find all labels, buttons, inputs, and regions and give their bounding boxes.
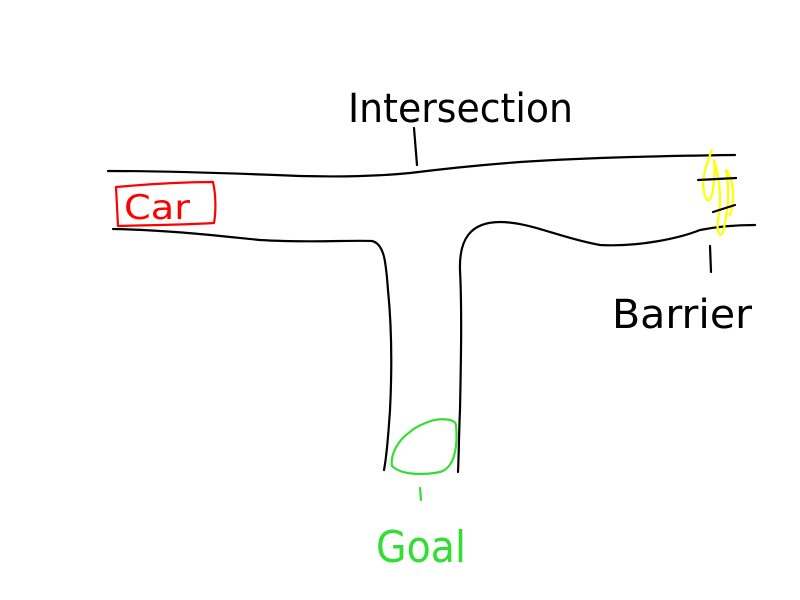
barrier-bar-top: [696, 176, 738, 182]
road-bottom-right-edge: [456, 220, 757, 474]
car-label: Car: [124, 188, 190, 228]
barrier-bar-bottom: [711, 203, 737, 214]
goal-marker: [390, 418, 458, 476]
barrier-marker: [696, 148, 738, 236]
goal-label: Goal: [376, 522, 466, 573]
intersection-leader-line: [412, 126, 419, 167]
road-top-edge: [106, 153, 737, 178]
goal-area: [390, 418, 458, 476]
car-marker: Car: [114, 180, 217, 228]
goal-leader-line: [418, 486, 423, 502]
barrier-label: Barrier: [612, 292, 753, 338]
intersection-label: Intersection: [348, 86, 573, 132]
car-box: [114, 180, 217, 228]
barrier-scribble: [702, 148, 735, 236]
barrier-leader-line: [708, 244, 713, 274]
road-bottom-left-edge: [111, 227, 393, 472]
